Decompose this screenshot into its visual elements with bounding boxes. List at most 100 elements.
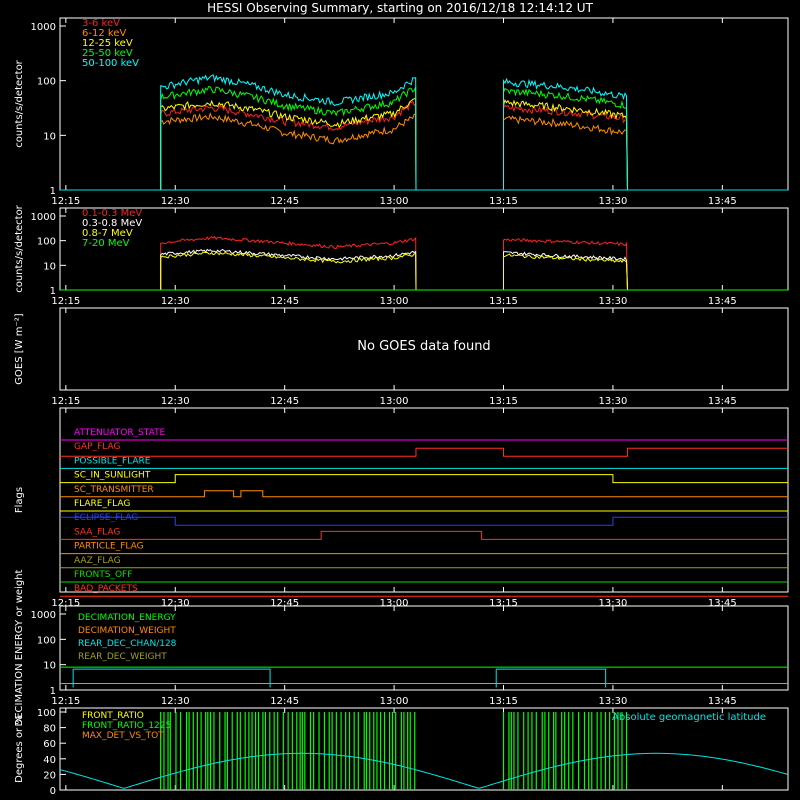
- x-tick-label: 13:15: [489, 296, 518, 307]
- legend-entry: MAX_DET_VS_TOT: [82, 731, 164, 741]
- legend-entry: 25-50 keV: [82, 48, 133, 59]
- x-tick-label: 12:45: [270, 196, 299, 207]
- flag-label: SC_TRANSMITTER: [74, 485, 154, 495]
- x-tick-label: 13:30: [599, 296, 628, 307]
- x-tick-label: 12:45: [270, 296, 299, 307]
- legend-entry: 0.8-7 MeV: [82, 228, 133, 239]
- y-tick-label: 0: [50, 786, 56, 797]
- x-tick-label: 13:30: [599, 696, 628, 707]
- series-line-2: [160, 97, 417, 191]
- x-tick-label: 13:45: [708, 696, 737, 707]
- x-tick-label: 12:30: [161, 296, 190, 307]
- series-line-4: [160, 74, 417, 191]
- legend-entry: 3-6 keV: [82, 18, 120, 29]
- flag-label: FLARE_FLAG: [74, 499, 130, 509]
- y-tick-label: 1000: [31, 22, 56, 33]
- y-axis-label: counts/s/detector: [14, 204, 25, 292]
- flag-label: ATTENUATOR_STATE: [74, 428, 166, 438]
- series-line-3: [160, 85, 417, 191]
- panel-frame: [59, 17, 789, 191]
- x-tick-label: 13:00: [380, 196, 409, 207]
- x-tick-label: 13:15: [489, 696, 518, 707]
- flag-line: [60, 490, 788, 498]
- x-tick-label: 12:30: [161, 598, 190, 609]
- x-tick-label: 12:15: [51, 396, 80, 407]
- latitude-curve: [59, 752, 789, 789]
- y-tick-label: 100: [37, 77, 56, 88]
- flag-label: SC_IN_SUNLIGHT: [74, 471, 151, 481]
- legend-entry: REAR_DEC_CHAN/128: [78, 639, 177, 649]
- y-tick-label: 60: [43, 739, 56, 750]
- panel-frame: [59, 207, 789, 291]
- legend-entry: REAR_DEC_WEIGHT: [78, 652, 167, 662]
- legend-entry: 0.1-0.3 MeV: [82, 208, 142, 219]
- y-tick-label: 1: [50, 186, 56, 197]
- x-tick-label: 13:15: [489, 598, 518, 609]
- y-tick-label: 1000: [31, 212, 56, 223]
- flag-label: PARTICLE_FLAG: [74, 542, 144, 552]
- rear-dec-line: [72, 668, 607, 688]
- x-tick-label: 12:15: [51, 696, 80, 707]
- series-line-1: [503, 115, 628, 191]
- x-tick-label: 12:15: [51, 196, 80, 207]
- panel-frame: [59, 407, 789, 593]
- y-tick-label: 1: [50, 286, 56, 297]
- panel-frame: [59, 605, 789, 691]
- series-line-0: [503, 104, 628, 191]
- series-line-4: [503, 77, 628, 191]
- y-tick-label: 10: [43, 261, 56, 272]
- flag-line: [60, 516, 788, 526]
- y-axis-label: GOES [W m⁻²]: [14, 313, 25, 384]
- y-tick-label: 20: [43, 770, 56, 781]
- legend-entry: 7-20 MeV: [82, 238, 130, 249]
- x-tick-label: 13:30: [599, 598, 628, 609]
- x-tick-label: 12:15: [51, 598, 80, 609]
- x-tick-label: 13:45: [708, 396, 737, 407]
- x-tick-label: 13:30: [599, 396, 628, 407]
- legend-entry: Absolute geomagnetic latitude: [612, 712, 766, 723]
- series-line-3: [503, 87, 628, 191]
- flag-line: [60, 530, 788, 540]
- x-tick-label: 12:30: [161, 196, 190, 207]
- panel-frame: [59, 707, 789, 791]
- page-title: HESSI Observing Summary, starting on 201…: [207, 1, 593, 15]
- legend-entry: 0.3-0.8 MeV: [82, 218, 142, 229]
- series-line-2: [503, 253, 628, 291]
- panel-frame: [59, 307, 789, 391]
- series-line-0: [503, 238, 628, 291]
- y-tick-label: 100: [37, 237, 56, 248]
- y-tick-label: 1: [50, 686, 56, 697]
- legend-entry: 6-12 keV: [82, 28, 126, 39]
- series-line-1: [503, 251, 628, 291]
- y-tick-label: 1000: [31, 610, 56, 621]
- x-tick-label: 13:00: [380, 396, 409, 407]
- flag-label: POSSIBLE_FLARE: [74, 456, 151, 466]
- y-tick-label: 40: [43, 755, 56, 766]
- x-tick-label: 13:45: [708, 196, 737, 207]
- x-tick-label: 12:45: [270, 598, 299, 609]
- legend-entry: 12-25 keV: [82, 38, 133, 49]
- y-axis-label: Flags: [14, 487, 25, 513]
- legend-entry: FRONT_RATIO_1225: [82, 721, 171, 731]
- legend-entry: 50-100 keV: [82, 58, 139, 69]
- flag-line: [60, 447, 788, 457]
- y-axis-label: DECIMATION ENERGY or weight: [14, 569, 25, 726]
- x-tick-label: 13:45: [708, 598, 737, 609]
- x-tick-label: 12:30: [161, 396, 190, 407]
- no-data-message: No GOES data found: [357, 339, 490, 354]
- x-tick-label: 13:45: [708, 296, 737, 307]
- flag-label: AAZ_FLAG: [74, 556, 121, 566]
- x-tick-label: 13:30: [599, 196, 628, 207]
- x-tick-label: 12:45: [270, 696, 299, 707]
- series-line-0: [160, 235, 417, 291]
- flag-label: FRONTS_OFF: [74, 570, 132, 580]
- x-tick-label: 12:15: [51, 296, 80, 307]
- y-tick-label: 100: [37, 635, 56, 646]
- legend-entry: FRONT_RATIO: [82, 711, 144, 721]
- series-line-2: [160, 251, 417, 291]
- x-tick-label: 13:15: [489, 396, 518, 407]
- flag-label: ECLIPSE_FLAG: [74, 513, 138, 523]
- y-tick-label: 80: [43, 724, 56, 735]
